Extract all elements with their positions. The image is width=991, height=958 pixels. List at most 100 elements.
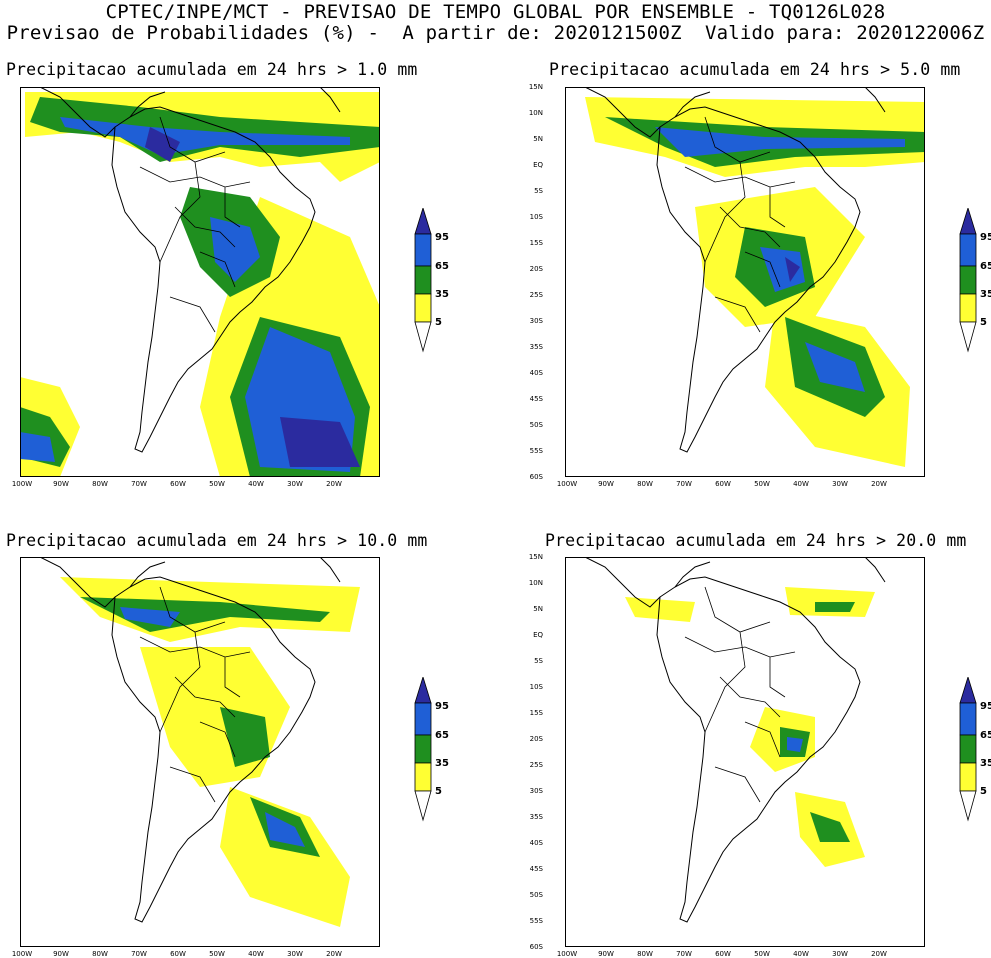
colorbar-segment-mid [959, 734, 977, 764]
lat-label: 5S [534, 657, 543, 665]
map-frame [20, 87, 380, 477]
lon-label: 70W [676, 950, 692, 958]
lat-label: 60S [529, 943, 543, 951]
lat-label: 15N [528, 83, 543, 91]
lon-label: 50W [209, 950, 225, 958]
lat-label: 20S [529, 735, 543, 743]
probability-area-low [625, 597, 695, 622]
coastline [656, 576, 861, 923]
probability-area-high [805, 342, 865, 392]
probability-area-mid [30, 97, 380, 162]
panel-title-20mm: Precipitacao acumulada em 24 hrs > 20.0 … [545, 531, 967, 550]
map-frame [565, 557, 925, 947]
lat-label: 10S [529, 213, 543, 221]
probability-area-top [785, 257, 800, 282]
colorbar-label: 5 [435, 786, 442, 797]
lon-label: 50W [754, 480, 770, 488]
lon-label: 100W [556, 480, 578, 488]
colorbar-label: 95 [980, 232, 991, 243]
map-panel-20mm: 15N 10N 5N EQ 5S 10S 15S 20S 25S 30S 35S 40S 45S 50S 5… [529, 553, 925, 958]
colorbar-top-right: 95 65 35 5 [958, 208, 991, 353]
lat-label: 30S [529, 317, 543, 325]
probability-map [20, 557, 380, 947]
lon-label: 80W [92, 480, 108, 488]
map-panel-5mm: 15N 10N 5N EQ 5S 10S 15S 20S 25S 30S 35S 40S 45S 50S 5… [529, 83, 925, 488]
lon-label: 70W [131, 480, 147, 488]
lon-label: 90W [53, 950, 69, 958]
lon-label: 40W [793, 950, 809, 958]
lon-label: 100W [11, 480, 33, 488]
lat-label: 50S [529, 421, 543, 429]
probability-area-high [760, 247, 805, 292]
central-america-coast [584, 87, 886, 138]
colorbar-label: 65 [435, 261, 449, 272]
colorbar-label: 65 [980, 730, 991, 741]
colorbar-label: 35 [980, 289, 991, 300]
lat-label: 10S [529, 683, 543, 691]
lat-label: 15S [529, 239, 543, 247]
lat-label: 45S [529, 865, 543, 873]
lat-label: 5S [534, 187, 543, 195]
colorbar-top-left: 95 65 35 5 [413, 208, 463, 353]
coastline [111, 106, 316, 453]
lon-label: 60W [170, 950, 186, 958]
colorbar-segment-high [959, 702, 977, 736]
map-panel-10mm: 15N10N5NEQ5S10S15S20S25S30S35S40S45S50S5… [0, 557, 380, 958]
colorbar-segment-white [959, 321, 977, 353]
lat-label: 10N [528, 579, 543, 587]
lat-label: 15S [529, 709, 543, 717]
lat-label: 50S [529, 891, 543, 899]
lat-label: 40S [529, 369, 543, 377]
panel-title-5mm: Precipitacao acumulada em 24 hrs > 5.0 m… [549, 60, 961, 79]
lon-label: 90W [53, 480, 69, 488]
lon-label: 30W [287, 480, 303, 488]
lat-label: 20S [529, 265, 543, 273]
colorbar-segment-low [959, 293, 977, 323]
probability-area-top [145, 127, 180, 162]
colorbar-graphic [959, 677, 977, 822]
lon-label: 60W [170, 480, 186, 488]
country-borders [139, 586, 251, 803]
lon-label: 40W [248, 480, 264, 488]
colorbar-segment-low [414, 762, 432, 792]
probability-area-top [280, 417, 360, 467]
header-subtitle: Previsao de Probabilidades (%) - A parti… [6, 22, 985, 44]
colorbar-label: 35 [435, 289, 449, 300]
colorbar-segment-high [414, 233, 432, 267]
central-america-coast [584, 557, 886, 608]
lat-label: 35S [529, 343, 543, 351]
lat-label: EQ [533, 161, 543, 169]
lon-label: 100W [556, 950, 578, 958]
probability-map [20, 87, 380, 477]
colorbar-segment-top [414, 677, 432, 704]
probability-map [565, 87, 925, 477]
colorbar-segment-white [414, 321, 432, 353]
colorbar-bottom-right: 95 65 35 5 [958, 677, 991, 822]
colorbar-label: 5 [435, 317, 442, 328]
colorbar-segment-mid [414, 734, 432, 764]
country-borders [684, 116, 796, 333]
colorbar-label: 65 [435, 730, 449, 741]
lon-label: 60W [715, 950, 731, 958]
colorbar-segment-high [414, 702, 432, 736]
lat-label: 5N [533, 605, 543, 613]
colorbar-label: 95 [435, 701, 449, 712]
colorbar-bottom-left: 95 65 35 5 [413, 677, 463, 822]
colorbar-segment-low [414, 293, 432, 323]
country-borders [684, 586, 796, 803]
colorbar-segment-mid [414, 265, 432, 295]
colorbar-segment-top [959, 677, 977, 704]
lat-label: 25S [529, 291, 543, 299]
lat-label: 25S [529, 761, 543, 769]
lat-label: 35S [529, 813, 543, 821]
colorbar-segment-high [959, 233, 977, 267]
colorbar-graphic [959, 208, 977, 353]
lon-label: 80W [637, 950, 653, 958]
lon-label: 60W [715, 480, 731, 488]
probability-area-high [20, 432, 55, 462]
colorbar-label: 35 [980, 758, 991, 769]
probability-area-high [655, 127, 905, 157]
colorbar-label: 5 [980, 786, 987, 797]
colorbar-segment-white [959, 790, 977, 822]
probability-area-high [120, 607, 180, 627]
